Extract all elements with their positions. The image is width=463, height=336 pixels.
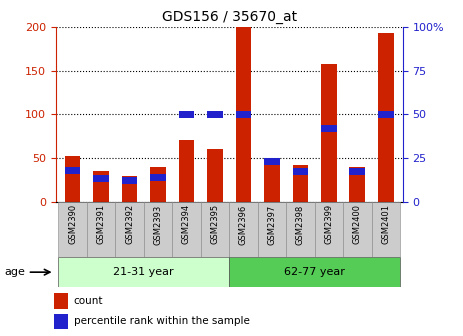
Bar [314, 202, 343, 257]
Text: GSM2399: GSM2399 [324, 204, 333, 245]
Bar [58, 257, 229, 287]
Text: age: age [5, 267, 25, 277]
Bar [65, 167, 81, 174]
Bar [264, 158, 280, 165]
Text: 62-77 year: 62-77 year [284, 267, 345, 277]
Text: GSM2401: GSM2401 [381, 204, 390, 244]
Bar [122, 177, 138, 184]
Bar [93, 175, 109, 182]
Bar [87, 202, 115, 257]
Bar [229, 257, 400, 287]
Bar [293, 165, 308, 202]
Text: GSM2391: GSM2391 [97, 204, 106, 245]
Bar [350, 167, 365, 202]
Bar [236, 27, 251, 202]
Text: GSM2398: GSM2398 [296, 204, 305, 245]
Bar [378, 33, 394, 202]
Text: GSM2396: GSM2396 [239, 204, 248, 245]
Bar [257, 202, 286, 257]
Bar [207, 149, 223, 202]
Bar [93, 171, 109, 202]
Bar [321, 125, 337, 132]
Text: GSM2394: GSM2394 [182, 204, 191, 245]
Bar [179, 111, 194, 118]
Bar [54, 314, 68, 329]
Bar [378, 111, 394, 118]
Text: GSM2393: GSM2393 [154, 204, 163, 245]
Title: GDS156 / 35670_at: GDS156 / 35670_at [162, 10, 297, 25]
Bar [229, 202, 257, 257]
Text: GSM2392: GSM2392 [125, 204, 134, 245]
Bar [179, 140, 194, 202]
Bar [150, 167, 166, 202]
Bar [371, 202, 400, 257]
Text: GSM2400: GSM2400 [353, 204, 362, 244]
Bar [144, 202, 172, 257]
Bar [58, 202, 87, 257]
Text: count: count [74, 296, 103, 306]
Bar [65, 156, 81, 202]
Text: 21-31 year: 21-31 year [113, 267, 174, 277]
Bar [150, 174, 166, 181]
Bar [286, 202, 314, 257]
Bar [115, 202, 144, 257]
Bar [201, 202, 229, 257]
Text: GSM2395: GSM2395 [211, 204, 219, 245]
Bar [172, 202, 201, 257]
Bar [321, 64, 337, 202]
Text: GSM2397: GSM2397 [267, 204, 276, 245]
Bar [264, 162, 280, 202]
Bar [122, 176, 138, 202]
Text: GSM2390: GSM2390 [68, 204, 77, 245]
Text: percentile rank within the sample: percentile rank within the sample [74, 316, 250, 326]
Bar [236, 111, 251, 118]
Bar [54, 293, 68, 308]
Bar [293, 168, 308, 175]
Bar [343, 202, 371, 257]
Bar [207, 111, 223, 118]
Bar [350, 168, 365, 175]
